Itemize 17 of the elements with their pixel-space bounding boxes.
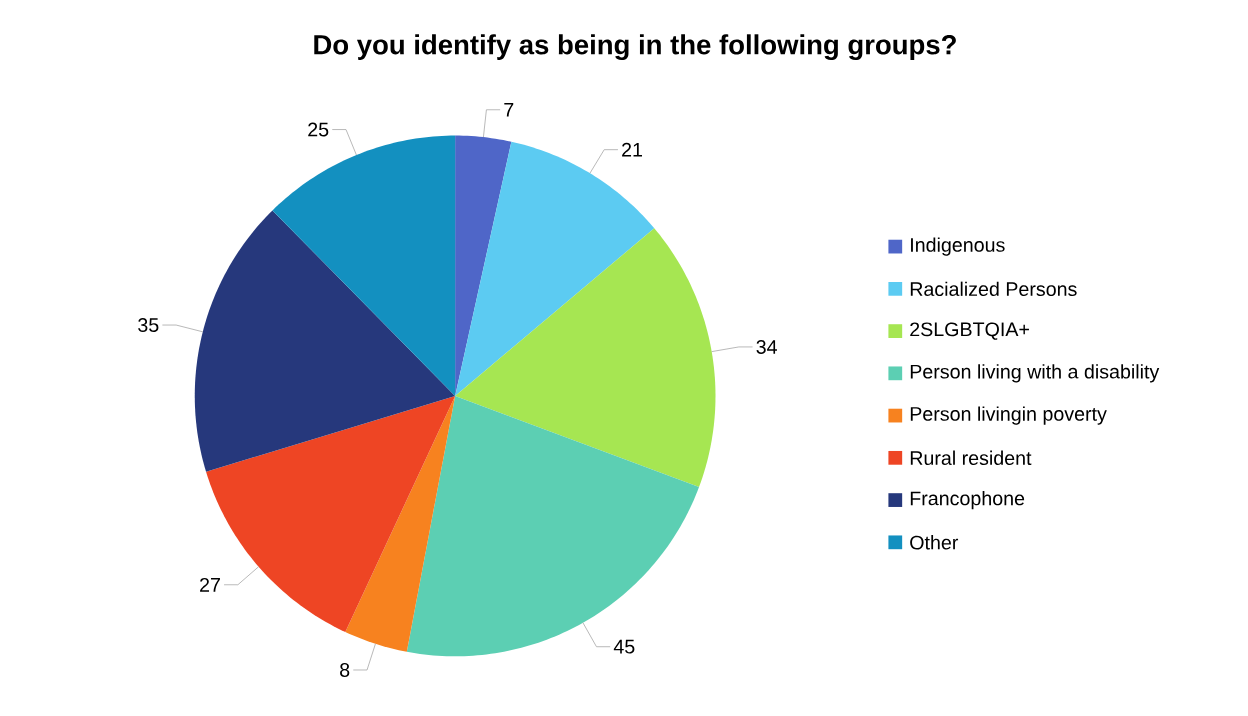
data-label: 35 [138, 317, 159, 332]
legend-label: Person livingin poverty [910, 406, 1107, 425]
data-label: 7 [504, 102, 514, 117]
legend-label: Indigenous [911, 237, 1005, 256]
legend-label: Other [910, 535, 959, 550]
legend-label: Rural resident [910, 450, 1032, 465]
data-label: 27 [200, 577, 220, 592]
legend-label: Person living with a disability [910, 364, 1160, 383]
data-label: 21 [622, 142, 642, 157]
chart-title: Do you identify as being in the following groups? [314, 34, 956, 60]
legend-label: Francophone [910, 490, 1025, 510]
data-label: 25 [308, 122, 329, 137]
data-label: 45 [613, 639, 635, 654]
legend-label: 2SLGBTQIA+ [910, 322, 1029, 340]
data-label: 8 [340, 662, 350, 677]
data-label: 34 [756, 339, 777, 354]
legend-label: Racialized Persons [910, 281, 1077, 296]
